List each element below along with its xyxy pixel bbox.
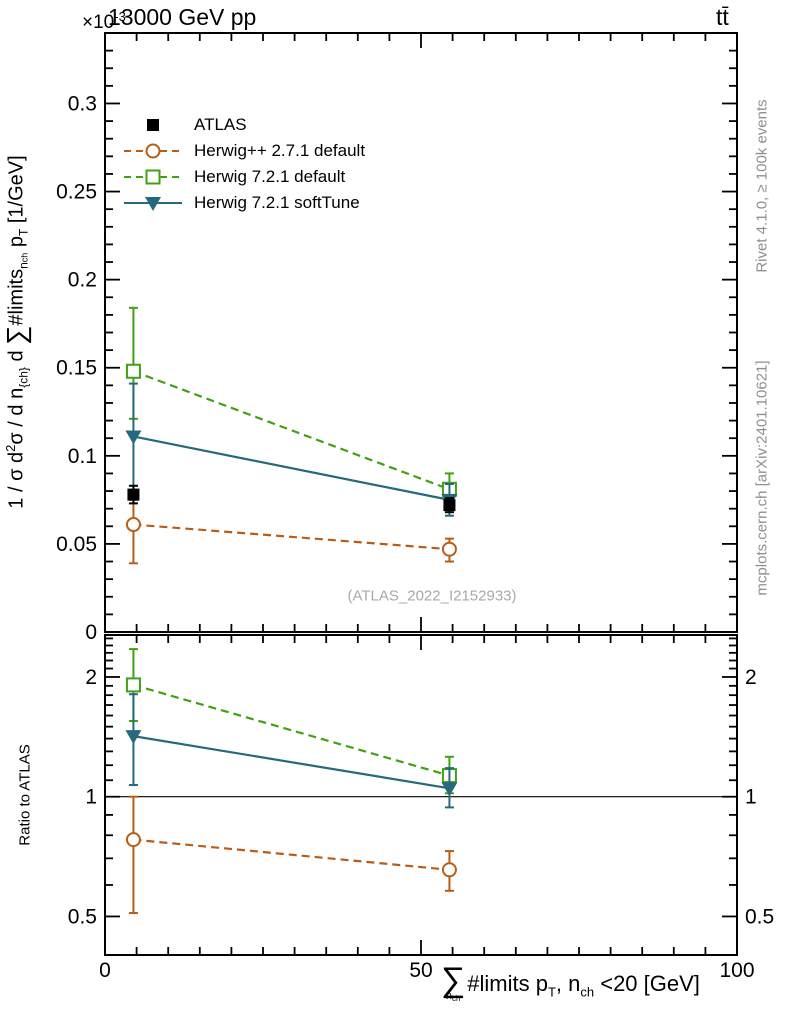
main-series-atlas [127,484,456,514]
main-series-herwig-7-2-1-softtune [125,382,458,517]
legend-item-herwigpp-271-default: Herwig++ 2.7.1 default [122,138,365,164]
ratio-tick-label-right: 1 [745,786,757,809]
y-tick-label: 0.1 [68,445,97,468]
ratio-tick-label-left: 0.5 [68,905,97,928]
legend-item-herwig-721-softtune: Herwig 7.2.1 softTune [122,190,365,216]
ratio-frame [104,634,738,956]
axes: 0 50 100 0 0.05 0.1 0.15 0.2 0.25 0.3 0.5 0.5 1 1 2 2 [56,32,774,982]
ratio-tick-label-left: 1 [85,786,97,809]
sum-symbol: ∑ [1,325,32,345]
ratio-series-herwig-2-7-1-default [125,795,457,915]
process-label: tt̄ [716,4,729,30]
y-tick-label: 0.2 [68,269,97,292]
y-tick-label: 0.3 [68,92,97,115]
multiplier-exponent: -3 [114,9,126,24]
legend-label: Herwig 7.2.1 default [194,167,346,186]
legend-item-atlas: ATLAS [122,112,365,138]
herwig7-default-marker-icon [124,169,182,185]
legend-label: ATLAS [194,115,247,134]
ratio-series-herwig-7-2-1-default [125,648,457,795]
x-tick-label: 0 [99,959,111,982]
legend-label: Herwig++ 2.7.1 default [194,141,366,160]
rivet-version-note: Rivet 4.1.0, ≥ 100k events [753,99,771,273]
y-tick-label: 0 [85,621,97,644]
sum-symbol: ∑ nch [441,961,466,1003]
ratio-tick-label-right: 0.5 [745,905,774,928]
x-tick-label: 50 [409,959,432,982]
ratio-series-herwig-7-2-1-softtune [125,693,458,809]
main-series-herwig-2-7-1-default [125,498,457,565]
herwig7-softtune-marker-icon [124,197,182,211]
legend: ATLAS Herwig++ 2.7.1 default Herwig 7.2.… [122,112,365,216]
x-tick-label: 100 [719,959,754,982]
main-series-herwig-7-2-1-default [125,306,457,507]
mcplots-arxiv-note: mcplots.cern.ch [arXiv:2401.10621] [753,360,771,596]
ratio-tick-label-left: 2 [85,666,97,689]
x-axis-label: ∑ nch #limits pT, nch <20 [GeV] [441,961,700,1003]
y-axis-label: 1 / σ d2σ / d n{ch} d ∑#limitsnch pT [1/… [1,155,32,509]
y-tick-label: 0.15 [56,357,97,380]
analysis-id-watermark: (ATLAS_2022_I2152933) [347,587,517,605]
ratio-tick-label-right: 2 [745,666,757,689]
legend-label: Herwig 7.2.1 softTune [194,193,360,212]
beam-title: 13000 GeV pp [108,4,257,30]
atlas-marker-icon [147,119,159,131]
ratio-axis-label: Ratio to ATLAS [16,744,34,846]
legend-item-herwig-721-default: Herwig 7.2.1 default [122,164,365,190]
y-tick-label: 0.25 [56,181,97,204]
y-axis-multiplier: ×10-3 [82,9,126,33]
herwigpp-marker-icon [124,143,182,159]
y-tick-label: 0.05 [56,533,97,556]
